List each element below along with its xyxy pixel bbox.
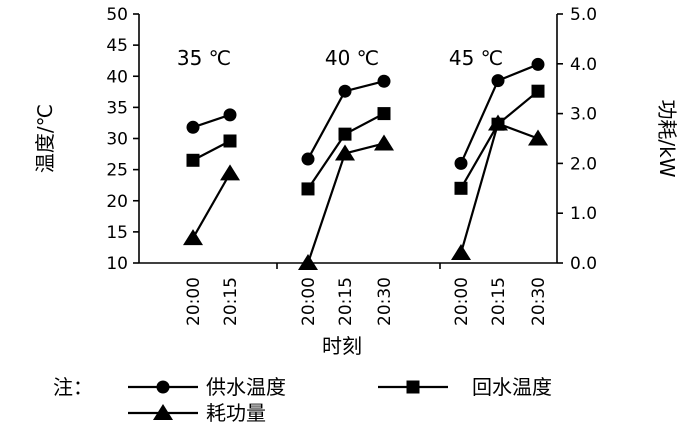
series-line-circle [192, 113, 231, 129]
y-axis-left-label: 温度/℃ [33, 104, 57, 173]
y-axis-right-label: 功耗/kW [655, 99, 679, 177]
y-tick-label-left: 35 [106, 98, 128, 118]
y-tick-label-right: 4.0 [570, 55, 597, 75]
y-tick-label-right: 5.0 [570, 5, 597, 25]
data-point-square [223, 134, 237, 148]
data-point-triangle [298, 254, 318, 270]
data-point-square [377, 107, 391, 121]
legend-label: 耗功量 [206, 401, 266, 425]
series-line-triangle [306, 142, 385, 264]
data-point-square [186, 153, 200, 167]
data-point-triangle [488, 114, 508, 131]
legend-label: 供水温度 [206, 375, 286, 399]
data-point-circle [454, 156, 468, 170]
legend-marker-circle [156, 380, 170, 394]
y-tick-label-left: 45 [106, 36, 128, 56]
data-point-circle [338, 84, 352, 98]
legend-label: 回水温度 [472, 375, 552, 399]
data-point-circle [531, 57, 545, 71]
chart-marks: 35 ℃ 20:00 20:15 40 ℃ 20:00 20:15 20:30 45 ℃ 20:… [177, 46, 549, 326]
group-label: 40 ℃ [325, 46, 379, 70]
x-tick-label: 20:15 [221, 277, 241, 326]
y-tick-label-left: 50 [106, 5, 128, 25]
y-tick-label-left: 25 [106, 161, 128, 181]
data-point-square [301, 182, 315, 196]
series-line-triangle [459, 122, 539, 254]
y-tick-label-left: 10 [106, 254, 128, 274]
y-tick-label-left: 30 [106, 130, 128, 150]
data-point-circle [301, 152, 315, 166]
series-line-triangle [192, 172, 231, 239]
x-tick-label: 20:30 [529, 277, 549, 326]
x-tick-label: 20:00 [299, 277, 319, 326]
group-label: 35 ℃ [177, 46, 231, 70]
x-tick-label: 20:30 [375, 277, 395, 326]
y-tick-label-left: 40 [106, 67, 128, 87]
group-label: 45 ℃ [449, 46, 503, 70]
y-tick-label-right: 0.0 [570, 254, 597, 274]
data-point-circle [223, 108, 237, 122]
y-tick-label-right: 2.0 [570, 154, 597, 174]
data-point-circle [377, 74, 391, 88]
data-point-square [338, 127, 352, 141]
data-point-triangle [528, 129, 548, 146]
data-point-square [531, 84, 545, 98]
legend-marker-square [406, 380, 420, 394]
legend-marker-triangle [153, 404, 173, 420]
y-tick-label-left: 15 [106, 223, 128, 243]
data-point-triangle [335, 144, 355, 161]
data-point-circle [491, 74, 505, 88]
data-point-triangle [183, 229, 203, 246]
y-tick-label-left: 20 [106, 192, 128, 212]
x-tick-label: 20:15 [489, 277, 509, 326]
data-point-triangle [220, 164, 240, 181]
data-point-triangle [374, 134, 394, 151]
x-tick-label: 20:00 [452, 277, 472, 326]
data-point-triangle [451, 244, 471, 261]
y-tick-label-right: 3.0 [570, 105, 597, 125]
data-point-circle [186, 120, 200, 134]
x-tick-label: 20:00 [184, 277, 204, 326]
data-point-square [454, 181, 468, 195]
y-tick-label-right: 1.0 [570, 204, 597, 224]
x-tick-label: 20:15 [336, 277, 356, 326]
axes: 10 15 20 25 30 35 40 45 50 0.0 1.0 2.0 3.0 4.0 5.0 温度/℃… [33, 5, 679, 358]
legend-prefix: 注： [53, 375, 93, 399]
x-axis-label: 时刻 [322, 334, 362, 358]
